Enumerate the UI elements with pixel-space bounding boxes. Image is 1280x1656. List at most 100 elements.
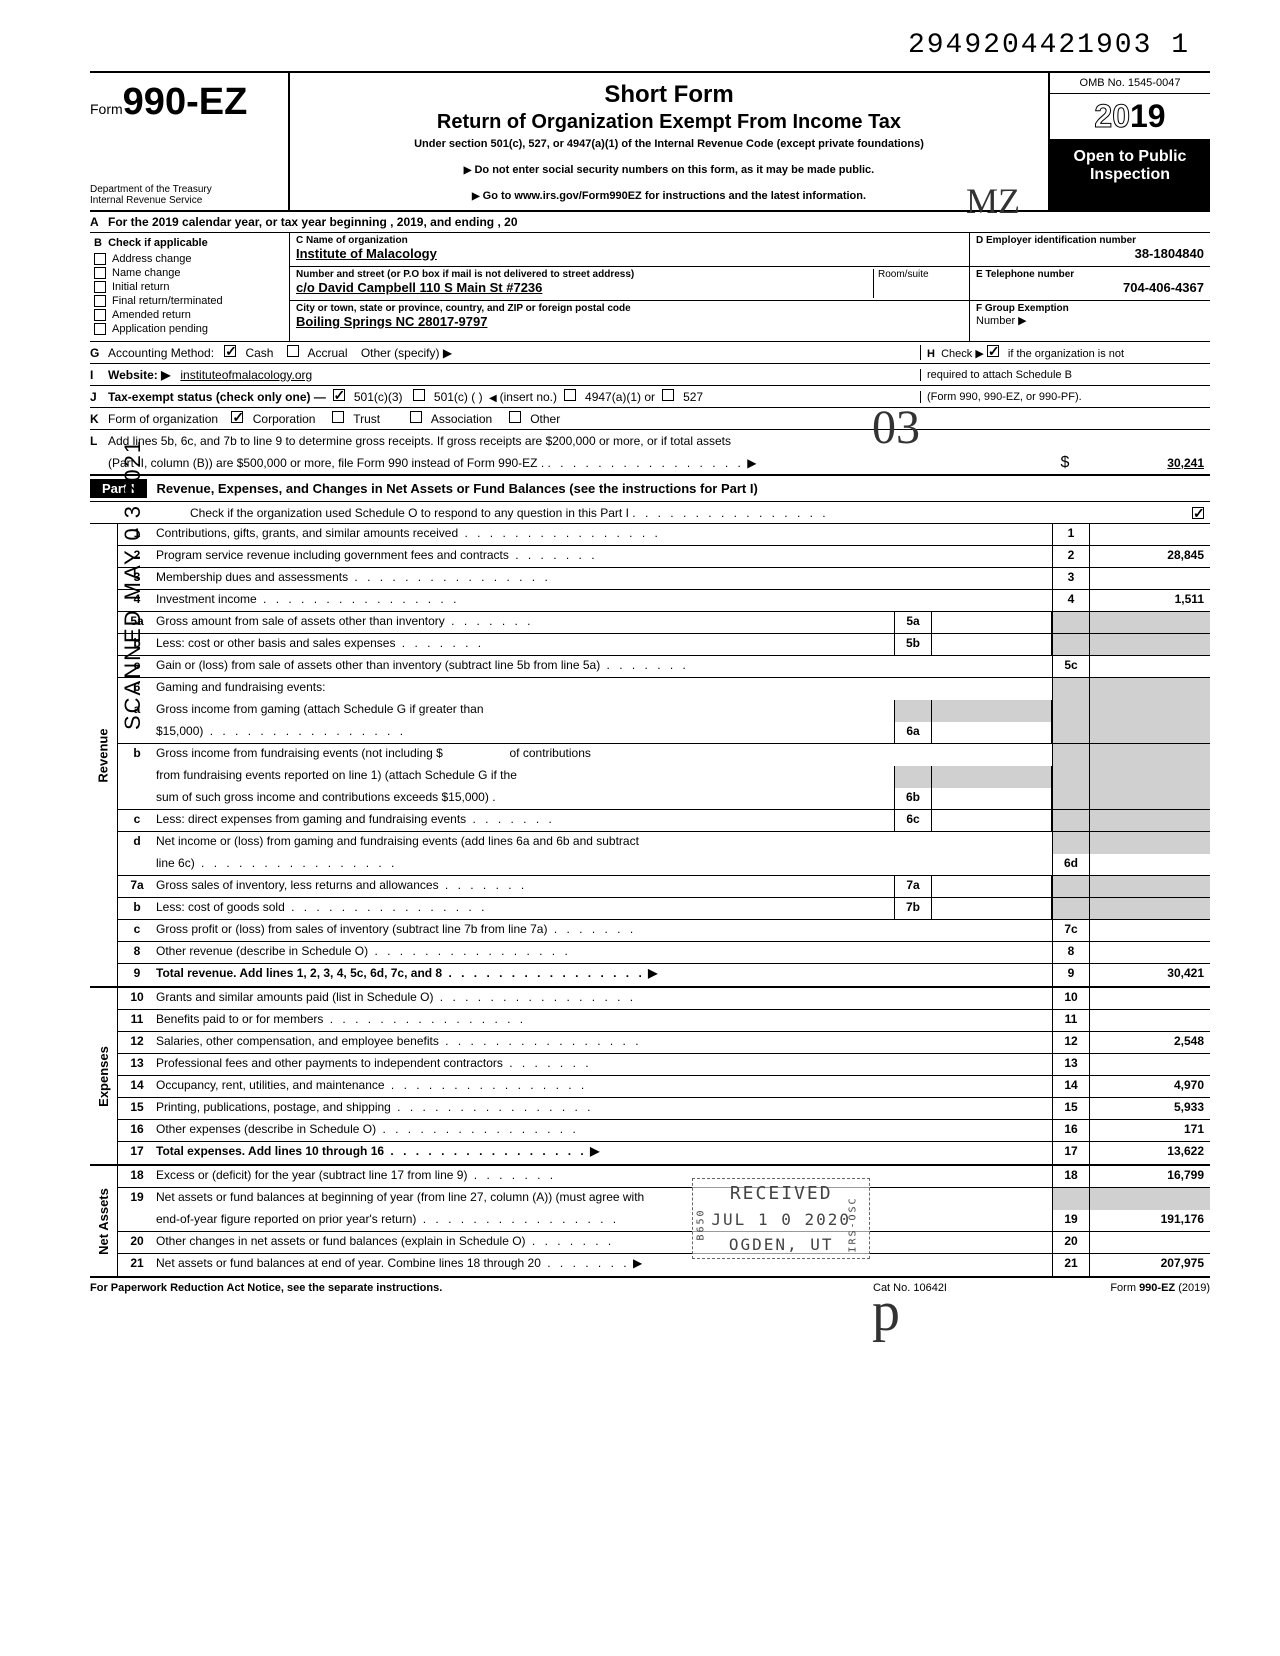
cb-527[interactable] bbox=[662, 389, 674, 401]
ln-rval: 30,421 bbox=[1090, 964, 1210, 986]
ln-text: Occupancy, rent, utilities, and maintena… bbox=[156, 1078, 385, 1092]
ln-num: 20 bbox=[118, 1232, 156, 1253]
ln-rval-shaded bbox=[1090, 876, 1210, 897]
opt-trust: Trust bbox=[353, 412, 380, 426]
row-g-letter: G bbox=[90, 346, 108, 360]
ln-rval bbox=[1090, 1010, 1210, 1031]
line-18: 18 Excess or (deficit) for the year (sub… bbox=[118, 1166, 1210, 1188]
ln-num-blank bbox=[118, 766, 156, 788]
ln-desc: Gain or (loss) from sale of assets other… bbox=[156, 656, 1052, 677]
dollar-sign: $ bbox=[1050, 454, 1080, 472]
opt-corp: Corporation bbox=[253, 412, 316, 426]
opt-assoc: Association bbox=[431, 412, 492, 426]
ln-text: Gross profit or (loss) from sales of inv… bbox=[156, 922, 547, 936]
ein-label: D Employer identification number bbox=[976, 235, 1204, 246]
cb-501c[interactable] bbox=[413, 389, 425, 401]
part-1-header: Part I Revenue, Expenses, and Changes in… bbox=[90, 474, 1210, 502]
ln-desc: Program service revenue including govern… bbox=[156, 546, 1052, 567]
ln-text: line 6c) bbox=[156, 856, 195, 870]
ln-text: Gross amount from sale of assets other t… bbox=[156, 614, 445, 628]
cb-initial-return[interactable]: Initial return bbox=[94, 281, 285, 293]
website-label: Website: ▶ bbox=[108, 368, 170, 382]
opt-4947: 4947(a)(1) or bbox=[585, 390, 655, 404]
expenses-side-label: Expenses bbox=[90, 988, 118, 1164]
ln-rnum: 12 bbox=[1052, 1032, 1090, 1053]
cb-schedule-o[interactable] bbox=[1192, 507, 1204, 519]
ln-text: Membership dues and assessments bbox=[156, 570, 348, 584]
ln-rnum-shaded bbox=[1052, 634, 1090, 655]
ln-sval bbox=[932, 634, 1052, 655]
ln-text: Excess or (deficit) for the year (subtra… bbox=[156, 1168, 467, 1182]
ln-desc: Gross sales of inventory, less returns a… bbox=[156, 876, 894, 897]
ln-desc: Gross profit or (loss) from sales of inv… bbox=[156, 920, 1052, 941]
ln-snum-shaded bbox=[894, 766, 932, 788]
line-19-1: 19 Net assets or fund balances at beginn… bbox=[118, 1188, 1210, 1210]
ln-desc: Membership dues and assessments bbox=[156, 568, 1052, 589]
cb-corporation[interactable] bbox=[231, 411, 243, 423]
cb-application-pending[interactable]: Application pending bbox=[94, 323, 285, 335]
ln-text: Benefits paid to or for members bbox=[156, 1012, 323, 1026]
row-k-letter: K bbox=[90, 412, 108, 426]
cb-association[interactable] bbox=[410, 411, 422, 423]
ln-snum: 5b bbox=[894, 634, 932, 655]
org-name-field: C Name of organization Institute of Mala… bbox=[290, 233, 969, 267]
cb-accrual[interactable] bbox=[287, 345, 299, 357]
ssn-warning: Do not enter social security numbers on … bbox=[300, 164, 1038, 176]
open-public-1: Open to Public bbox=[1054, 148, 1206, 166]
ln-rval-shaded bbox=[1090, 898, 1210, 919]
other-label: Other (specify) ▶ bbox=[361, 346, 452, 360]
ln-rnum-shaded bbox=[1052, 722, 1090, 743]
cb-cash[interactable] bbox=[224, 345, 236, 357]
ln-rnum: 3 bbox=[1052, 568, 1090, 589]
ln-num-blank bbox=[118, 854, 156, 875]
ln-text: Total expenses. Add lines 10 through 16 bbox=[156, 1144, 384, 1158]
cb-trust[interactable] bbox=[332, 411, 344, 423]
ln-rnum: 2 bbox=[1052, 546, 1090, 567]
ln-desc: Less: cost or other basis and sales expe… bbox=[156, 634, 894, 655]
ln-rnum: 7c bbox=[1052, 920, 1090, 941]
ln-num: b bbox=[118, 744, 156, 766]
ln-num: 19 bbox=[118, 1188, 156, 1210]
ln-desc: Printing, publications, postage, and shi… bbox=[156, 1098, 1052, 1119]
cb-501c3[interactable] bbox=[333, 389, 345, 401]
cb-final-return[interactable]: Final return/terminated bbox=[94, 295, 285, 307]
ln-text: Grants and similar amounts paid (list in… bbox=[156, 990, 433, 1004]
line-9: 9 Total revenue. Add lines 1, 2, 3, 4, 5… bbox=[118, 964, 1210, 986]
ln-rval: 2,548 bbox=[1090, 1032, 1210, 1053]
cb-other-org[interactable] bbox=[509, 411, 521, 423]
row-a-letter: A bbox=[90, 215, 108, 229]
cb-address-change[interactable]: Address change bbox=[94, 253, 285, 265]
omb-number: OMB No. 1545-0047 bbox=[1050, 73, 1210, 94]
ln-sval-shaded bbox=[932, 766, 1052, 788]
ln-rval bbox=[1090, 920, 1210, 941]
cb-name-change[interactable]: Name change bbox=[94, 267, 285, 279]
part-title: Revenue, Expenses, and Changes in Net As… bbox=[157, 481, 758, 496]
ln-rnum: 14 bbox=[1052, 1076, 1090, 1097]
ln-sval-shaded bbox=[932, 700, 1052, 722]
line-5a: 5a Gross amount from sale of assets othe… bbox=[118, 612, 1210, 634]
footer: For Paperwork Reduction Act Notice, see … bbox=[90, 1278, 1210, 1294]
line-15: 15 Printing, publications, postage, and … bbox=[118, 1098, 1210, 1120]
stamp-received-text: RECEIVED bbox=[711, 1183, 851, 1204]
ln-rval: 207,975 bbox=[1090, 1254, 1210, 1276]
ln-rnum: 11 bbox=[1052, 1010, 1090, 1031]
ln-rval bbox=[1090, 524, 1210, 545]
scribble-03: 03 bbox=[872, 400, 920, 455]
line-7b: b Less: cost of goods sold 7b bbox=[118, 898, 1210, 920]
ln-num: 12 bbox=[118, 1032, 156, 1053]
line-17: 17 Total expenses. Add lines 10 through … bbox=[118, 1142, 1210, 1164]
ln-rval bbox=[1090, 1054, 1210, 1075]
revenue-section: Revenue 1 Contributions, gifts, grants, … bbox=[90, 524, 1210, 988]
cb-4947[interactable] bbox=[564, 389, 576, 401]
cb-label: Initial return bbox=[112, 281, 169, 293]
ln-rnum: 18 bbox=[1052, 1166, 1090, 1187]
ln-rnum: 21 bbox=[1052, 1254, 1090, 1276]
cb-amended-return[interactable]: Amended return bbox=[94, 309, 285, 321]
cb-schedule-b[interactable] bbox=[987, 345, 999, 357]
col-b-header: B Check if applicable bbox=[94, 237, 285, 249]
line-6a-1: a Gross income from gaming (attach Sched… bbox=[118, 700, 1210, 722]
ln-rnum-shaded bbox=[1052, 766, 1090, 788]
ln-desc: Total revenue. Add lines 1, 2, 3, 4, 5c,… bbox=[156, 964, 1052, 986]
ln-num: 14 bbox=[118, 1076, 156, 1097]
ln-rval-shaded bbox=[1090, 722, 1210, 743]
